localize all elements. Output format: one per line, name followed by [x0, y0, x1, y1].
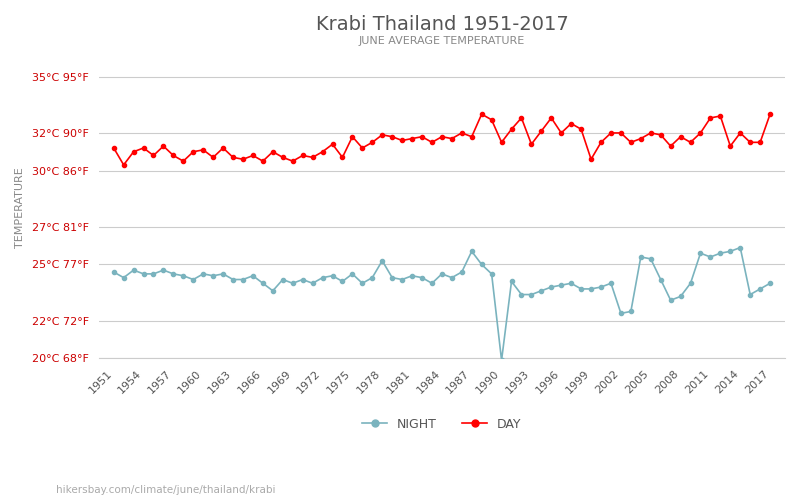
Text: hikersbay.com/climate/june/thailand/krabi: hikersbay.com/climate/june/thailand/krab…: [56, 485, 275, 495]
Y-axis label: TEMPERATURE: TEMPERATURE: [15, 168, 25, 248]
Title: Krabi Thailand 1951-2017: Krabi Thailand 1951-2017: [315, 15, 568, 34]
Legend: NIGHT, DAY: NIGHT, DAY: [358, 414, 526, 436]
Text: JUNE AVERAGE TEMPERATURE: JUNE AVERAGE TEMPERATURE: [358, 36, 525, 46]
